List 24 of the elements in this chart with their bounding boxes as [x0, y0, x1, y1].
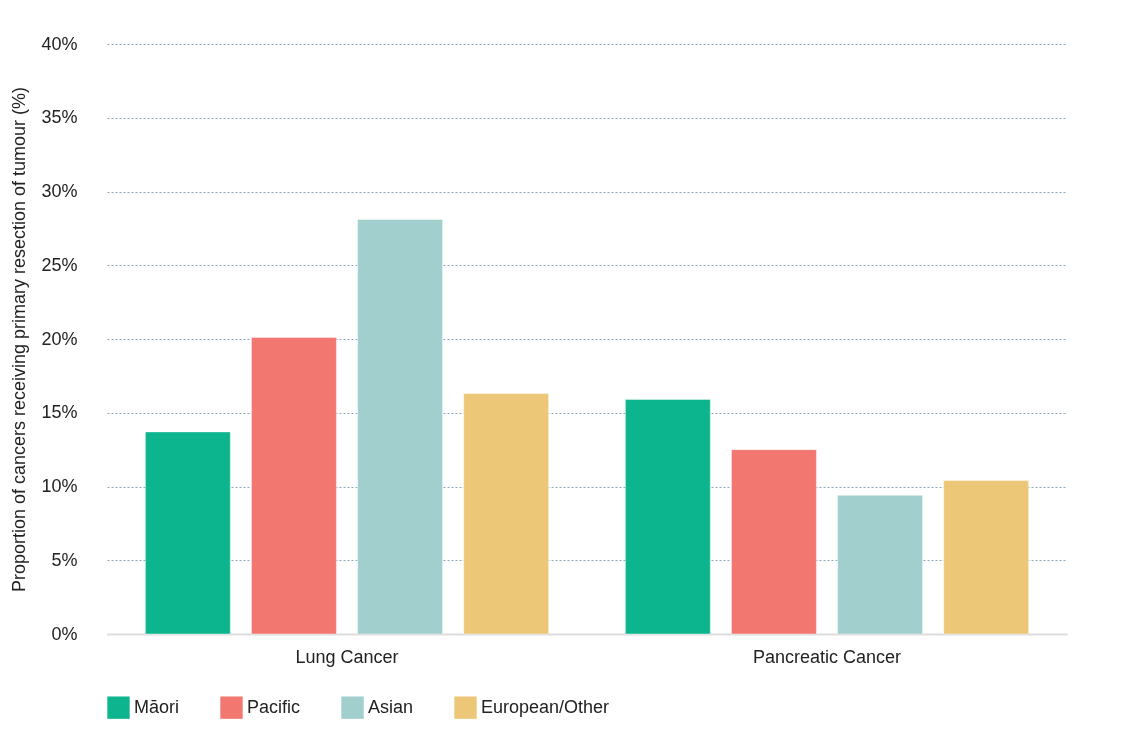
y-tick-label: 30%	[41, 181, 78, 201]
bar	[357, 219, 443, 635]
y-tick-label: 20%	[41, 328, 78, 349]
legend-label: Māori	[134, 696, 180, 717]
x-tick-label: Lung Cancer	[295, 646, 399, 667]
y-tick-label: 15%	[41, 402, 78, 423]
bar	[731, 449, 817, 635]
x-tick-label: Pancreatic Cancer	[752, 646, 902, 667]
legend-label: European/Other	[481, 696, 610, 717]
bar	[624, 398, 711, 635]
bar	[943, 480, 1030, 635]
y-tick-label: 25%	[41, 254, 78, 275]
bar	[251, 337, 337, 635]
bar	[837, 494, 923, 635]
y-tick-label: 35%	[41, 107, 78, 128]
legend-label: Asian	[368, 696, 414, 717]
legend-label: Pacific	[247, 696, 301, 717]
bar	[144, 431, 231, 635]
y-tick-label: 10%	[41, 476, 78, 496]
y-axis-title: Proportion of cancers receiving primary resection of tumour (%)	[9, 86, 30, 593]
y-tick-label: 5%	[51, 549, 78, 570]
y-tick-label: 40%	[41, 33, 78, 54]
y-tick-label: 0%	[51, 623, 78, 644]
bar	[463, 393, 550, 635]
